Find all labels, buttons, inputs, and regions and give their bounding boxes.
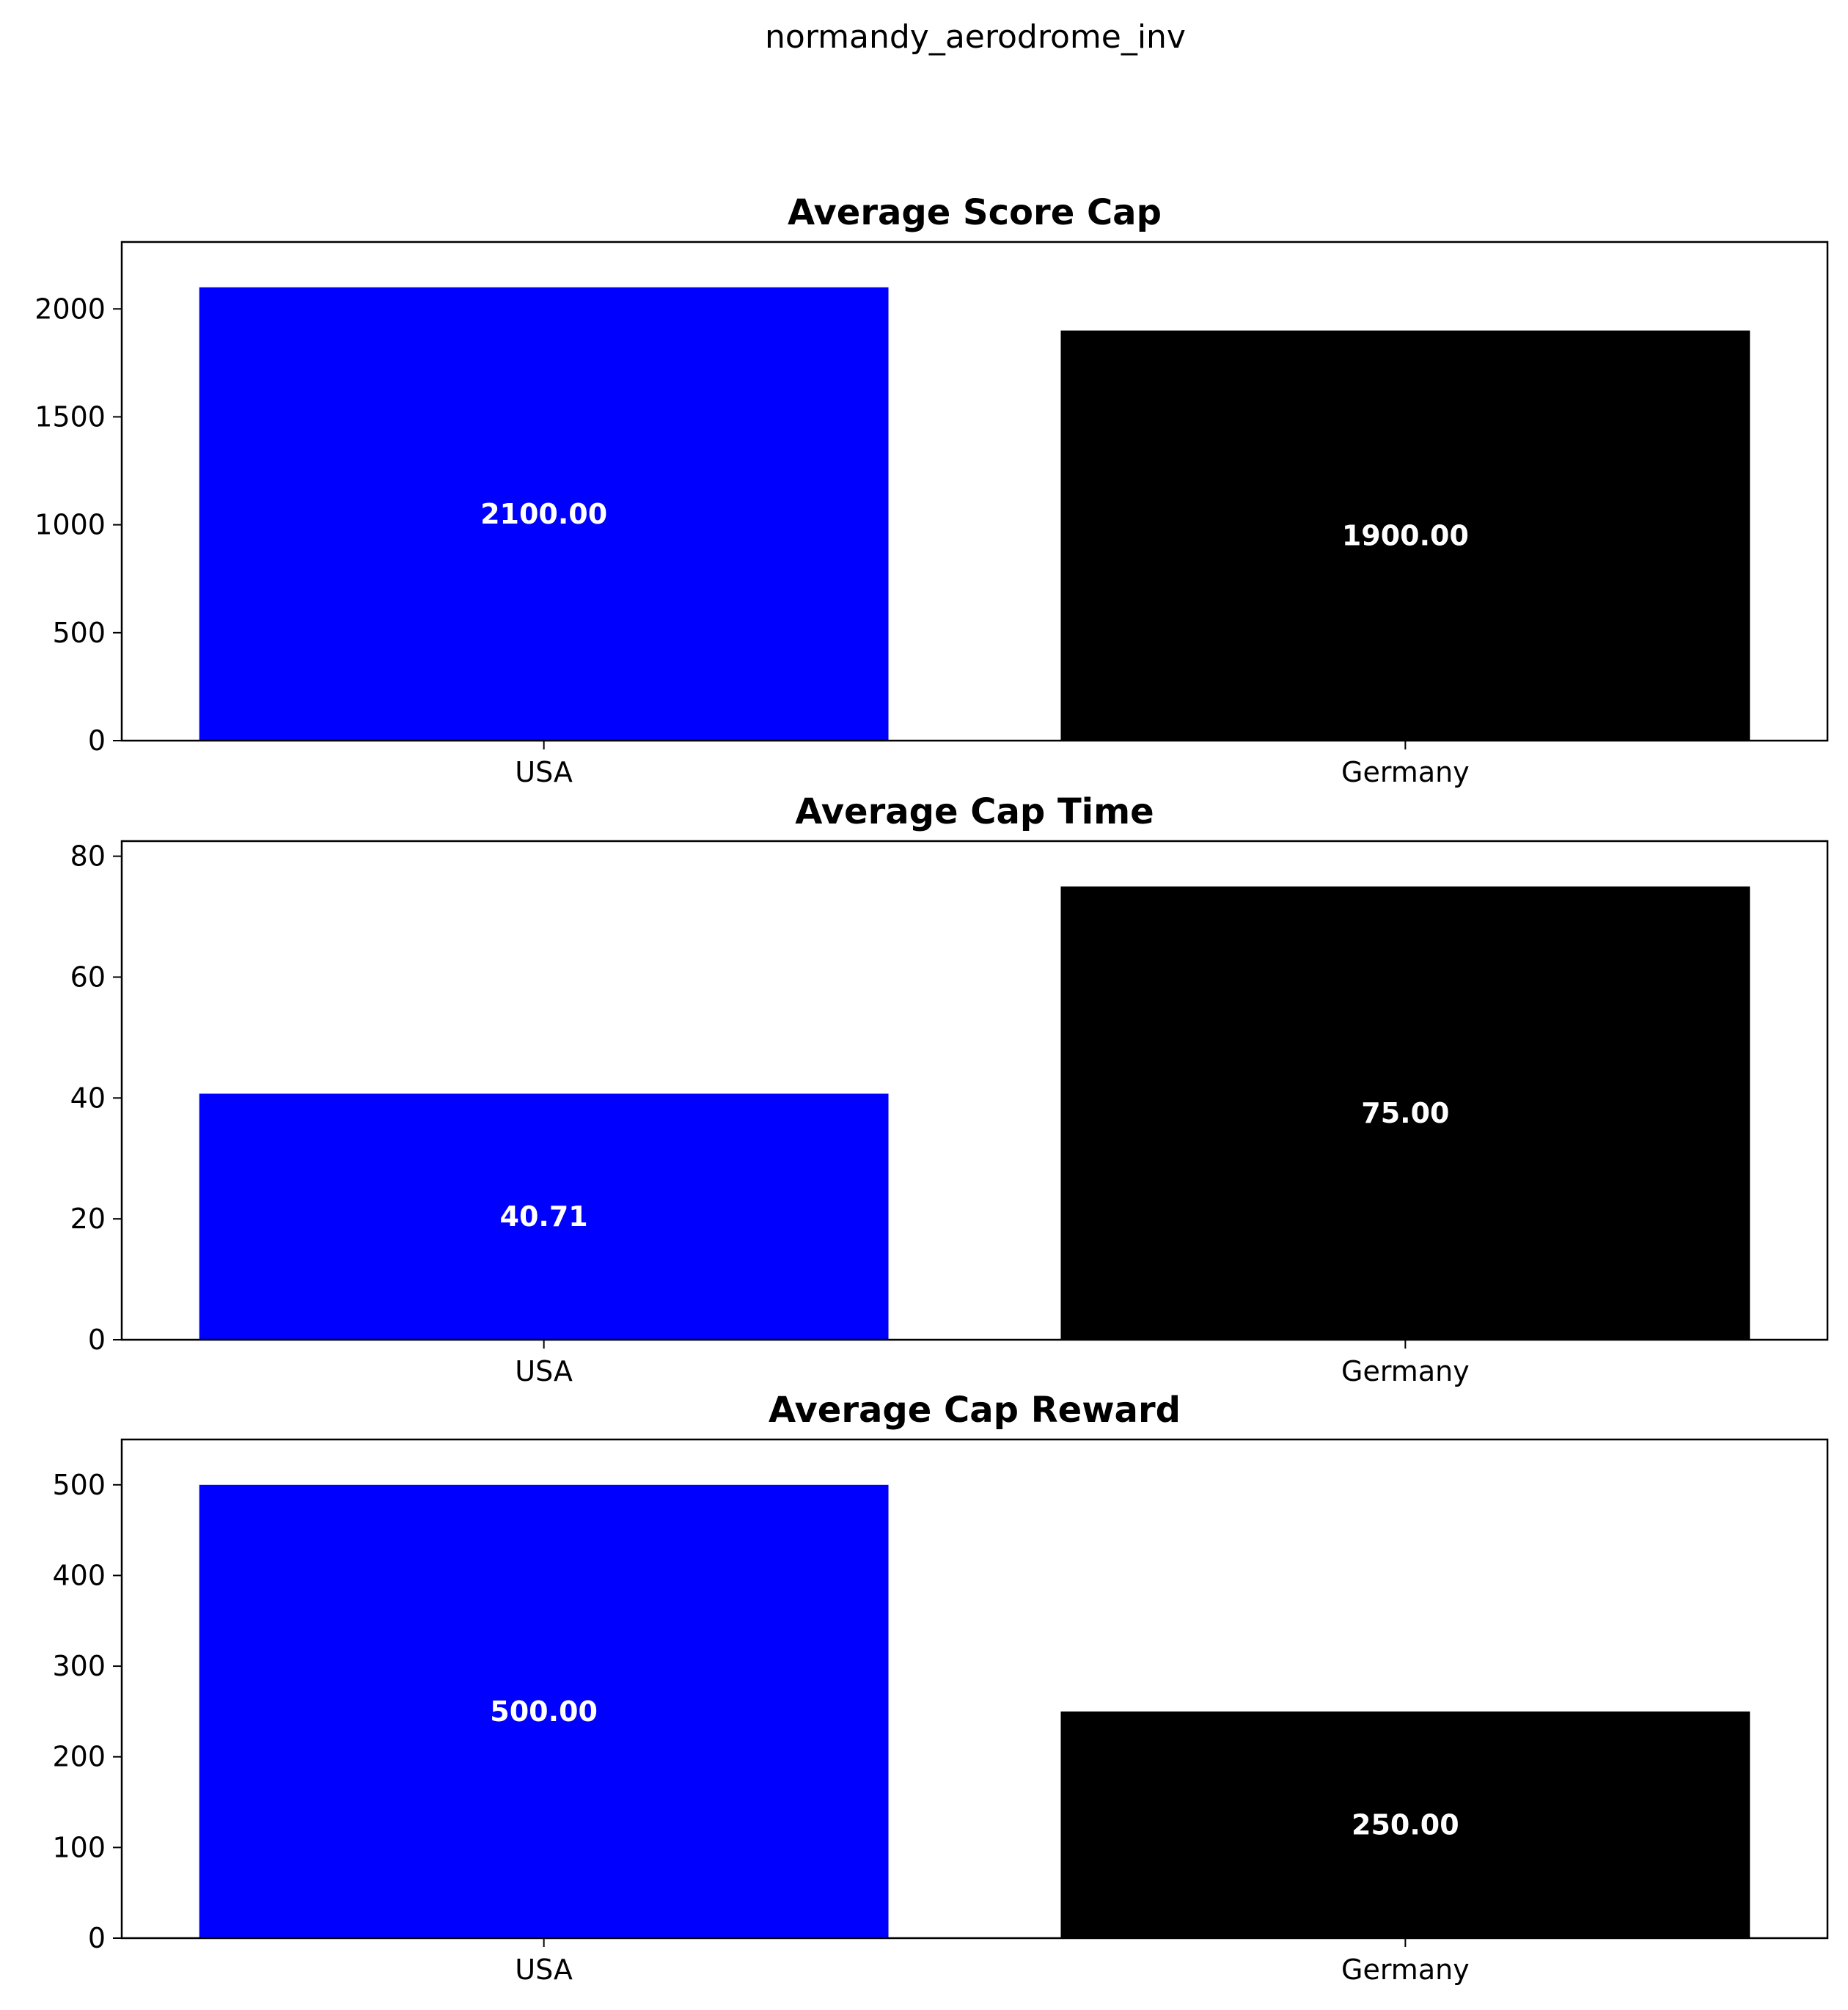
y-tick-label: 400 xyxy=(52,1559,106,1591)
bar-cap-time-germany xyxy=(1060,886,1750,1340)
axes-frame xyxy=(120,1438,1829,1940)
panel-score-cap: Average Score Cap 2100.00 1900.00 0 500 1000 1… xyxy=(34,192,1829,788)
y-tick-label: 300 xyxy=(52,1650,106,1682)
bar-value-label: 75.00 xyxy=(1361,1097,1449,1129)
y-tick-label: 200 xyxy=(52,1741,106,1773)
bar-cap-reward-germany xyxy=(1060,1711,1750,1938)
x-tick-label: USA xyxy=(515,1355,573,1387)
y-tick-label: 0 xyxy=(88,725,106,757)
axes-frame xyxy=(120,840,1829,1341)
x-tick-label: Germany xyxy=(1341,756,1470,788)
bar-value-label: 500.00 xyxy=(490,1695,598,1728)
y-tick-label: 20 xyxy=(70,1203,106,1235)
x-tick-label: Germany xyxy=(1341,1954,1470,1986)
bar-cap-time-usa xyxy=(199,1093,889,1340)
y-tick-label: 60 xyxy=(70,961,106,993)
x-tick-label: USA xyxy=(515,756,573,788)
chart-panels: Average Score Cap2100.001900.00050010001… xyxy=(34,192,1829,1986)
y-tick-label: 1500 xyxy=(34,400,106,433)
panel-title-cap-time: Average Cap Time xyxy=(795,791,1154,832)
y-tick-label: 40 xyxy=(70,1082,106,1114)
panel-title-score-cap: Average Score Cap xyxy=(788,192,1162,233)
y-tick-label: 80 xyxy=(70,840,106,873)
y-tick-label: 100 xyxy=(52,1831,106,1863)
x-tick-label: USA xyxy=(515,1954,573,1986)
y-tick-label: 0 xyxy=(88,1922,106,1954)
bar-value-label: 2100.00 xyxy=(480,498,607,530)
y-tick-label: 0 xyxy=(88,1324,106,1356)
panel-cap-time: Average Cap Time 40.71 75.00 0 20 40 60 80 USA Ge… xyxy=(70,791,1829,1387)
panel-cap-reward: Average Cap Reward 500.00 250.00 0 100 200 300… xyxy=(52,1390,1829,1986)
bar-value-label: 250.00 xyxy=(1352,1808,1459,1841)
y-tick-label: 1000 xyxy=(34,509,106,541)
bar-score-cap-usa xyxy=(199,287,889,741)
y-tick-label: 500 xyxy=(52,1469,106,1501)
bar-value-label: 40.71 xyxy=(500,1200,588,1233)
axes-frame xyxy=(120,241,1829,742)
y-tick-label: 500 xyxy=(52,617,106,649)
bar-cap-reward-usa xyxy=(199,1484,889,1938)
bar-value-label: 1900.00 xyxy=(1342,519,1469,551)
figure-title: normandy_aerodrome_inv xyxy=(765,18,1186,56)
panel-title-cap-reward: Average Cap Reward xyxy=(769,1390,1181,1431)
y-tick-label: 2000 xyxy=(34,293,106,325)
x-tick-label: Germany xyxy=(1341,1355,1470,1387)
bar-score-cap-germany xyxy=(1060,330,1750,741)
